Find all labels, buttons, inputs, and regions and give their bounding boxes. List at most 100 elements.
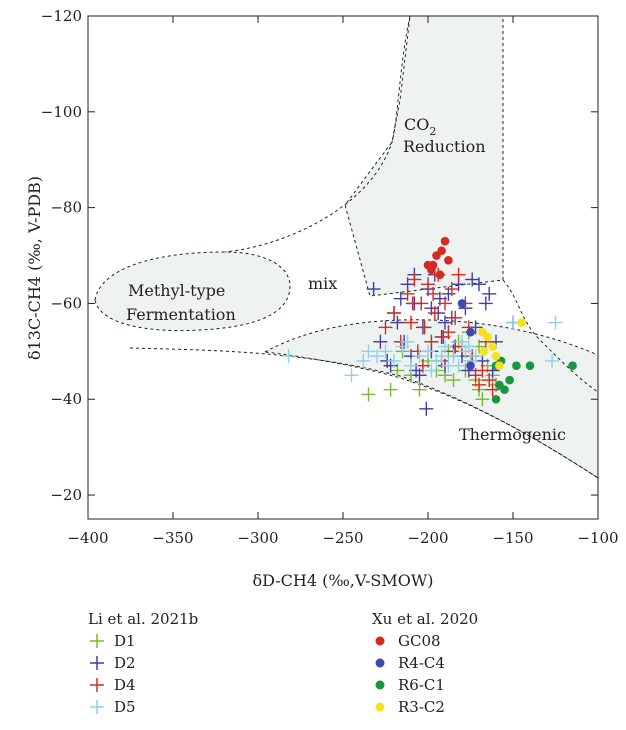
point-d5: [387, 353, 401, 368]
legend-item-d1: D1: [88, 630, 198, 652]
legend-item-d5: D5: [88, 696, 198, 718]
region-label-fermentation: Fermentation: [126, 305, 236, 324]
point-d5: [468, 349, 483, 364]
point-d5: [400, 334, 415, 349]
region-methyl-fermentation: [94, 251, 291, 332]
point-d5: [404, 358, 418, 373]
point-d4: [400, 286, 415, 301]
point-r6-c1: [491, 394, 501, 404]
legend-cross-d2-icon: [88, 654, 114, 672]
point-r4-c4: [466, 361, 475, 371]
point-r6-c1: [525, 361, 535, 371]
point-d4: [405, 296, 420, 311]
y-tick-label: −20: [50, 486, 82, 504]
point-d5: [356, 353, 371, 368]
y-axis: −120 −100 −80 −60 −40 −20: [41, 7, 598, 504]
point-d4: [472, 377, 486, 392]
legend-label-gc08: GC08: [398, 632, 441, 650]
point-d4: [427, 306, 442, 321]
point-d2: [472, 277, 486, 292]
x-tick-label: −250: [322, 529, 363, 547]
point-d2: [482, 286, 497, 301]
boundary-line-lower: [129, 347, 598, 479]
x-tick-label: −200: [407, 529, 448, 547]
legend-label-d5: D5: [114, 698, 136, 716]
point-d5: [438, 339, 452, 354]
region-thermogenic: [263, 319, 598, 479]
legend-item-d2: D2: [88, 652, 198, 674]
legend-dot-r4c4-icon: [372, 654, 398, 672]
point-r6-c1: [500, 385, 509, 394]
point-d5: [545, 353, 560, 368]
point-d5: [378, 344, 393, 359]
point-d4: [438, 296, 452, 311]
point-d4: [485, 382, 500, 397]
point-d4: [415, 358, 430, 373]
legend-dot-r6c1-icon: [372, 676, 398, 694]
legend-group-xu: Xu et al. 2020 GC08 R4-C4 R6-C1 R3-C2: [372, 610, 478, 718]
point-gc08: [440, 236, 450, 246]
point-r3-c2: [483, 332, 492, 342]
point-r6-c1: [512, 361, 521, 371]
series-r6-c1: [491, 356, 577, 404]
series-r3-c2: [478, 318, 526, 371]
point-gc08: [437, 246, 446, 256]
point-d5: [361, 344, 376, 359]
point-d4: [436, 329, 451, 344]
point-d1: [446, 373, 461, 388]
point-d4: [378, 320, 393, 335]
point-gc08: [444, 256, 453, 265]
region-label-mix: mix: [308, 274, 337, 293]
point-d1: [475, 392, 490, 407]
region-co2-reduction: [344, 16, 504, 297]
legend-label-r4c4: R4-C4: [398, 654, 445, 672]
point-d4: [417, 320, 432, 335]
x-tick-label: −100: [577, 529, 618, 547]
x-tick-label: −400: [67, 529, 108, 547]
point-d2: [438, 315, 452, 330]
legend-label-d2: D2: [114, 654, 136, 672]
point-d5: [421, 344, 435, 359]
x-tick-label: −350: [152, 529, 193, 547]
legend-label-d4: D4: [114, 676, 136, 694]
legend-group-li: Li et al. 2021b D1 D2 D4 D5: [88, 610, 198, 718]
legend-label-d1: D1: [114, 632, 136, 650]
point-r3-c2: [517, 318, 526, 327]
boundary-line-upper: [224, 16, 411, 253]
point-d4: [407, 272, 422, 287]
boundary-line-right: [502, 279, 598, 393]
region-label-reduction: Reduction: [403, 137, 486, 156]
x-axis-label: δD-CH4 (‰,V-SMOW): [252, 571, 433, 590]
legend-item-r3c2: R3-C2: [372, 696, 478, 718]
point-d4: [482, 373, 497, 388]
point-r3-c2: [495, 361, 504, 371]
legend-dot-r3c2-icon: [372, 698, 398, 716]
point-d4: [424, 334, 439, 349]
point-d4: [426, 286, 441, 301]
point-d4: [421, 277, 435, 292]
point-d5: [344, 368, 359, 383]
point-r3-c2: [491, 351, 501, 361]
point-r6-c1: [505, 375, 514, 385]
legend-label-r3c2: R3-C2: [398, 698, 445, 716]
legend-cross-d5-icon: [88, 698, 114, 716]
point-d5: [434, 349, 449, 364]
point-d5: [424, 363, 439, 378]
point-d5: [446, 349, 461, 364]
point-r3-c2: [488, 342, 497, 351]
point-d4: [475, 363, 490, 378]
legend-dot-gc08-icon: [372, 632, 398, 650]
legend-item-d4: D4: [88, 674, 198, 696]
region-label-co2: CO2: [404, 115, 436, 138]
legend-title-li: Li et al. 2021b: [88, 610, 199, 628]
point-d2: [373, 334, 388, 349]
region-label-methyl: Methyl-type: [128, 281, 225, 300]
point-d5: [370, 349, 384, 364]
x-tick-label: −150: [492, 529, 533, 547]
region-label-thermogenic: Thermogenic: [459, 425, 566, 444]
legend-cross-d4-icon: [88, 676, 114, 694]
point-r3-c2: [479, 347, 489, 356]
series-d5: [281, 315, 563, 383]
point-d5: [548, 315, 563, 330]
y-tick-label: −120: [41, 7, 82, 25]
